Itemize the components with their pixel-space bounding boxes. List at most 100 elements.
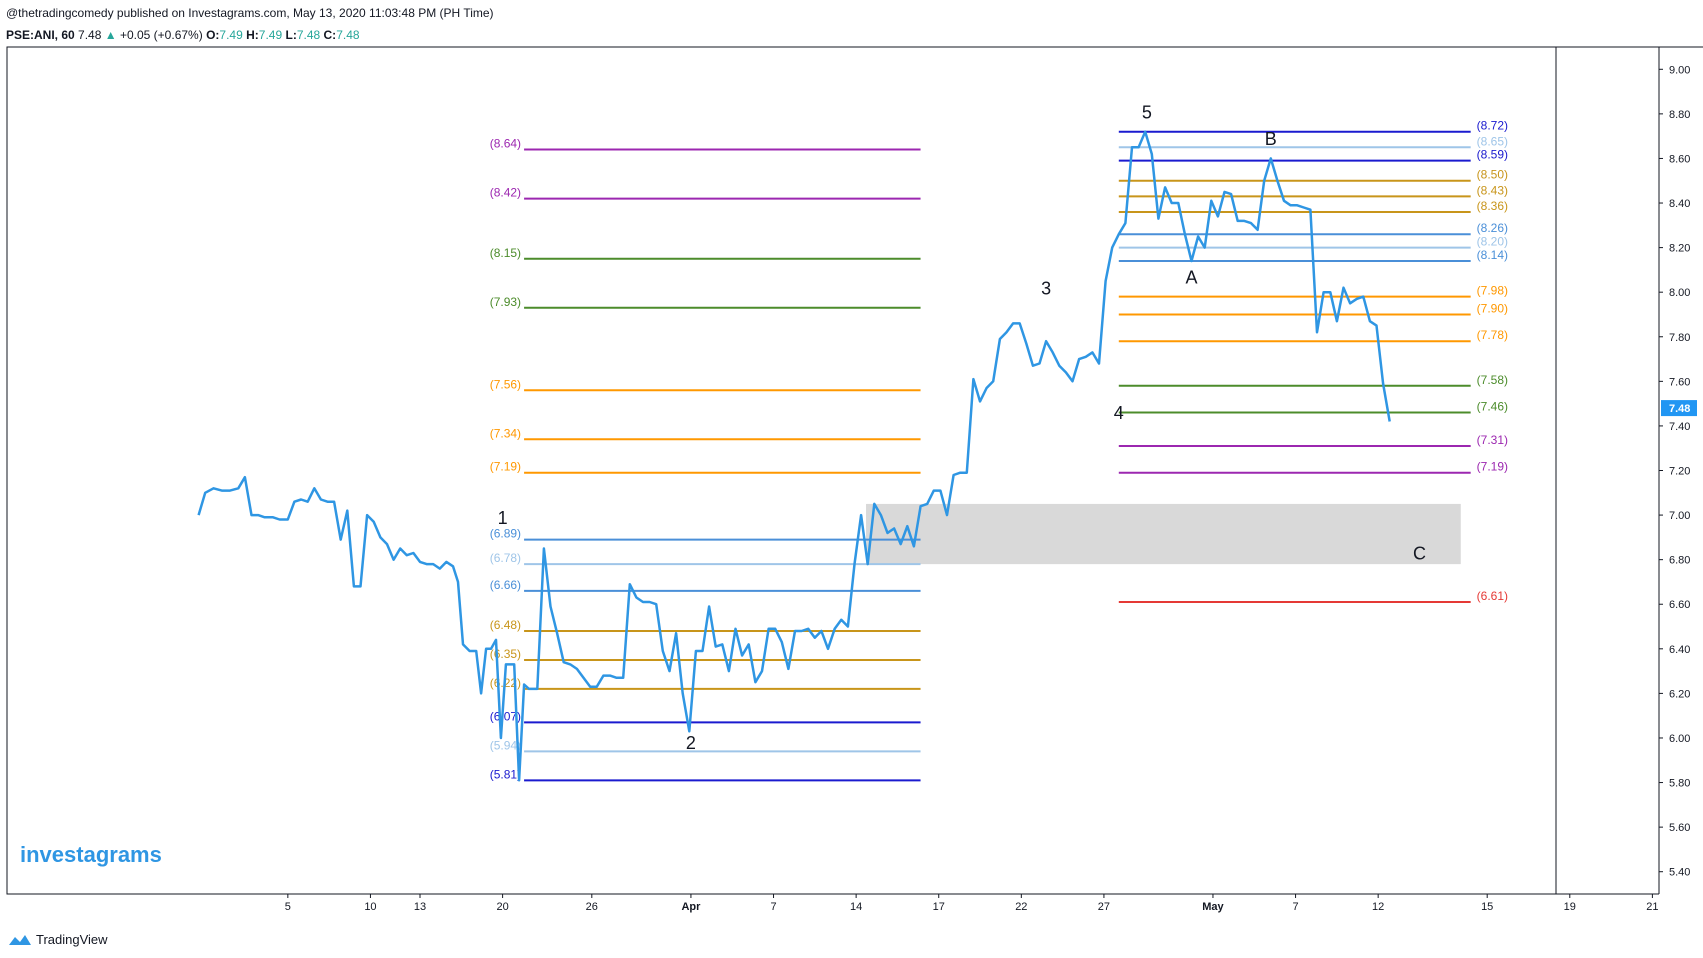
- price-series: [197, 130, 1391, 782]
- y-tick-label: 6.00: [1669, 733, 1690, 745]
- x-tick-label: 21: [1646, 901, 1658, 913]
- up-arrow-icon: ▲: [104, 28, 117, 42]
- low-value: 7.48: [296, 28, 321, 42]
- fib-label: (7.34): [490, 426, 521, 440]
- y-tick-label: 7.40: [1669, 421, 1690, 433]
- x-tick-label: 13: [414, 901, 426, 913]
- price-line: [197, 130, 1391, 782]
- publish-info: @thetradingcomedy published on Investagr…: [6, 6, 494, 20]
- y-tick-label: 8.80: [1669, 109, 1690, 121]
- high-value: 7.49: [258, 28, 283, 42]
- y-tick-label: 7.60: [1669, 376, 1690, 388]
- y-tick-label: 8.40: [1669, 198, 1690, 210]
- fib-label: (6.35): [490, 647, 521, 661]
- y-tick-label: 7.20: [1669, 466, 1690, 478]
- fib-label: (6.78): [490, 551, 521, 565]
- x-tick-label: 14: [850, 901, 862, 913]
- fib-label: (8.72): [1477, 119, 1508, 133]
- fib-label: (5.94): [490, 738, 521, 752]
- consolidation-zone: [866, 503, 1461, 565]
- chart-frame: [6, 46, 1557, 895]
- fib-label: (6.61): [1477, 589, 1508, 603]
- fib-label: (6.48): [490, 618, 521, 632]
- time-axis[interactable]: 5 10 13 20 26 Apr 7 14 17 22 27 May 7 12 15 19 21: [285, 894, 1659, 913]
- wave-label: 1: [498, 508, 508, 528]
- low-label: L:: [285, 28, 297, 42]
- y-tick-label: 9.00: [1669, 64, 1690, 76]
- y-tick-label: 6.40: [1669, 644, 1690, 656]
- last-price-badge: [1661, 400, 1697, 417]
- fibonacci-levels: (8.64) (8.42) (8.15) (7.93) (7.56) (7.34) (7.1…: [490, 119, 1508, 782]
- price-axis[interactable]: 9.00 8.80 8.60 8.40 8.20 8.00 7.80 7.60 7.40 7.20…: [1659, 64, 1697, 879]
- x-tick-label: Apr: [681, 901, 701, 913]
- x-tick-label: 7: [770, 901, 776, 913]
- y-tick-label: 8.00: [1669, 287, 1690, 299]
- x-tick-label: 22: [1015, 901, 1027, 913]
- tradingview-label: TradingView: [36, 932, 108, 947]
- fib-label: (7.56): [490, 377, 521, 391]
- wave-label: 2: [686, 733, 696, 753]
- y-tick-label: 8.60: [1669, 153, 1690, 165]
- fib-label: (7.58): [1477, 373, 1508, 387]
- fib-label: (7.19): [490, 460, 521, 474]
- fib-label: (7.98): [1477, 284, 1508, 298]
- y-tick-label: 6.80: [1669, 555, 1690, 567]
- high-label: H:: [246, 28, 259, 42]
- fib-label: (8.64): [490, 137, 521, 151]
- x-tick-label: 5: [285, 901, 291, 913]
- fib-label: (7.93): [490, 295, 521, 309]
- fib-label: (8.59): [1477, 148, 1508, 162]
- fib-label: (6.07): [490, 709, 521, 723]
- investagrams-watermark: investagrams: [20, 842, 162, 867]
- y-tick-label: 5.60: [1669, 822, 1690, 834]
- last-price-label: 7.48: [1669, 403, 1690, 415]
- x-tick-label: 26: [586, 901, 598, 913]
- fib-label: (8.43): [1477, 183, 1508, 197]
- zone-rect: [866, 503, 1461, 565]
- wave-label: 4: [1114, 403, 1124, 423]
- last-price: 7.48: [78, 28, 102, 42]
- tradingview-logo-icon: [9, 934, 31, 945]
- y-tick-label: 6.60: [1669, 599, 1690, 611]
- elliott-wave-labels: 1 2 3 4 5 A B C: [498, 102, 1426, 753]
- y-tick-label: 8.20: [1669, 243, 1690, 255]
- fib-label: (8.20): [1477, 235, 1508, 249]
- fib-label: (6.89): [490, 527, 521, 541]
- open-value: 7.49: [219, 28, 243, 42]
- tradingview-brand[interactable]: TradingView: [8, 932, 108, 947]
- x-tick-label: May: [1202, 901, 1224, 913]
- x-tick-label: 10: [364, 901, 376, 913]
- x-tick-label: 15: [1481, 901, 1493, 913]
- fib-label: (8.14): [1477, 248, 1508, 262]
- y-tick-label: 7.00: [1669, 510, 1690, 522]
- wave-label: B: [1265, 129, 1277, 149]
- fib-label: (8.15): [490, 246, 521, 260]
- x-tick-label: 20: [496, 901, 508, 913]
- fib-label: (5.81): [490, 767, 521, 781]
- y-tick-label: 6.20: [1669, 688, 1690, 700]
- fib-label: (8.65): [1477, 134, 1508, 148]
- price-change: +0.05 (+0.67%): [119, 28, 203, 42]
- fib-label: (6.66): [490, 578, 521, 592]
- x-tick-label: 27: [1098, 901, 1110, 913]
- fib-label: (7.90): [1477, 301, 1508, 315]
- wave-label: A: [1185, 267, 1197, 287]
- y-tick-label: 5.40: [1669, 867, 1690, 879]
- x-tick-label: 12: [1372, 901, 1384, 913]
- wave-label: C: [1413, 544, 1426, 564]
- open-label: O:: [206, 28, 220, 42]
- fib-label: (8.26): [1477, 221, 1508, 235]
- fib-label: (8.42): [490, 186, 521, 200]
- plot-area[interactable]: [7, 47, 1659, 894]
- symbol-label[interactable]: PSE:ANI, 60: [6, 28, 75, 42]
- fib-label: (7.46): [1477, 400, 1508, 414]
- wave-label: 3: [1041, 278, 1051, 298]
- close-value: 7.48: [336, 28, 360, 42]
- y-tick-label: 7.80: [1669, 332, 1690, 344]
- fib-label: (8.36): [1477, 199, 1508, 213]
- x-tick-label: 19: [1564, 901, 1576, 913]
- wave-label: 5: [1142, 102, 1152, 122]
- x-tick-label: 7: [1292, 901, 1298, 913]
- ohlc-legend: PSE:ANI, 60 7.48 ▲ +0.05 (+0.67%) O:7.49…: [6, 28, 360, 42]
